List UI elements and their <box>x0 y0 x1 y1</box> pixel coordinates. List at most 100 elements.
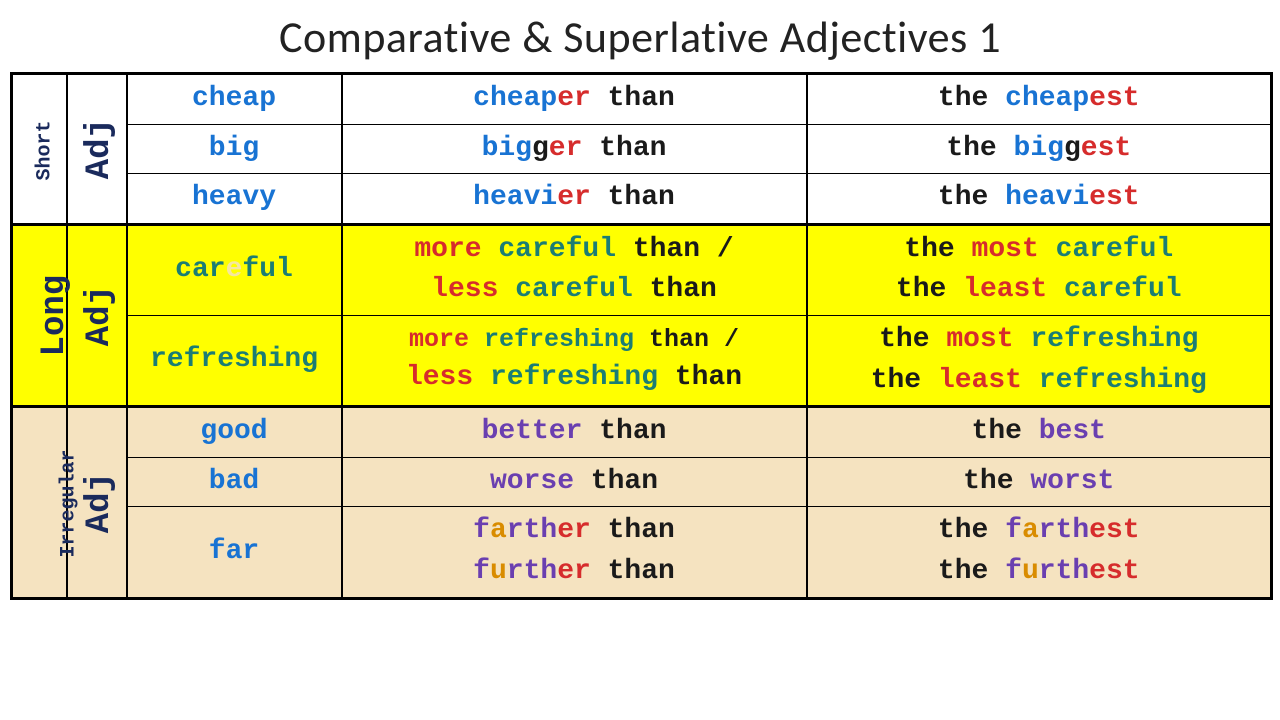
t: f <box>1005 515 1022 546</box>
t: car <box>175 254 225 285</box>
t: big <box>1014 133 1064 164</box>
t: big <box>209 133 259 164</box>
t: heavi <box>1005 182 1089 213</box>
t: than <box>574 466 658 497</box>
section-label-irregular: Irregular <box>12 407 67 598</box>
t: the <box>938 83 1005 114</box>
t: heavi <box>473 182 557 213</box>
t: est <box>1089 556 1139 587</box>
t: rth <box>1039 515 1089 546</box>
row-bad-comp: worse than <box>342 457 807 507</box>
t: er <box>557 515 591 546</box>
row-far-sup: the farthest the furthest <box>807 507 1272 598</box>
vlabel-adj-2: Adj <box>75 285 124 346</box>
section-label-adj-3: Adj <box>67 407 127 598</box>
t: the <box>871 365 921 396</box>
t: rth <box>507 556 557 587</box>
t: best <box>1039 416 1106 447</box>
t: er <box>557 182 591 213</box>
row-refreshing-comp: more refreshing than / less refreshing t… <box>342 315 807 406</box>
t: than <box>582 416 666 447</box>
t: than <box>582 133 666 164</box>
t: g <box>532 133 549 164</box>
t: than <box>650 274 717 305</box>
vlabel-adj-3: Adj <box>75 472 124 533</box>
t: careful <box>1056 234 1174 265</box>
t: heavy <box>192 182 276 213</box>
t: u <box>490 556 507 587</box>
t: a <box>490 515 507 546</box>
section-label-adj-1: Adj <box>67 74 127 225</box>
t: refreshing <box>490 362 658 393</box>
t: the <box>938 182 1005 213</box>
t: worst <box>1030 466 1114 497</box>
row-heavy-comp: heavier than <box>342 174 807 225</box>
row-far-base: far <box>127 507 342 598</box>
section-label-short: Short <box>12 74 67 225</box>
t: far <box>209 536 259 567</box>
page-title: Comparative & Superlative Adjectives 1 <box>0 0 1280 72</box>
t: than <box>591 182 675 213</box>
t: est <box>1081 133 1131 164</box>
t: the <box>904 234 954 265</box>
t: est <box>1089 83 1139 114</box>
t: good <box>200 416 267 447</box>
t: the <box>896 274 946 305</box>
row-careful-base: careful <box>127 224 342 315</box>
t: than <box>591 556 675 587</box>
t: more <box>409 325 469 354</box>
t: less <box>431 274 498 305</box>
t: est <box>1089 515 1139 546</box>
t: the <box>879 324 929 355</box>
t: most <box>972 234 1039 265</box>
t: cheap <box>1005 83 1089 114</box>
t: the <box>946 133 1013 164</box>
t: the <box>972 416 1039 447</box>
vlabel-adj-1: Adj <box>75 118 124 179</box>
t: a <box>1022 515 1039 546</box>
row-careful-comp: more careful than / less careful than <box>342 224 807 315</box>
t: / <box>700 234 734 265</box>
t: ful <box>242 254 292 285</box>
t: f <box>1005 556 1022 587</box>
t: refreshing <box>1030 324 1198 355</box>
row-refreshing-sup: the most refreshing the least refreshing <box>807 315 1272 406</box>
row-careful-sup: the most careful the least careful <box>807 224 1272 315</box>
row-cheap-sup: the cheapest <box>807 74 1272 125</box>
row-cheap-base: cheap <box>127 74 342 125</box>
t: than <box>591 83 675 114</box>
t: er <box>549 133 583 164</box>
row-good-sup: the best <box>807 407 1272 458</box>
t: rth <box>1039 556 1089 587</box>
row-big-base: big <box>127 124 342 174</box>
row-good-comp: better than <box>342 407 807 458</box>
t: cheap <box>473 83 557 114</box>
row-big-sup: the biggest <box>807 124 1272 174</box>
t: less <box>406 362 473 393</box>
row-bad-base: bad <box>127 457 342 507</box>
t: the <box>938 556 1005 587</box>
t: least <box>938 365 1022 396</box>
t: big <box>482 133 532 164</box>
row-far-comp: farther than further than <box>342 507 807 598</box>
adjectives-table: Short Adj cheap cheaper than the cheapes… <box>10 72 1273 600</box>
row-heavy-sup: the heaviest <box>807 174 1272 225</box>
t: than <box>649 325 709 354</box>
t: e <box>226 254 243 285</box>
t: careful <box>1064 274 1182 305</box>
t: better <box>482 416 583 447</box>
section-label-long: Long <box>12 224 67 406</box>
t: the <box>963 466 1030 497</box>
t: u <box>1022 556 1039 587</box>
vlabel-short: Short <box>31 120 60 180</box>
t: worse <box>490 466 574 497</box>
vlabel-long: Long <box>31 275 80 357</box>
t: most <box>946 324 1013 355</box>
t: careful <box>515 274 633 305</box>
t: refreshing <box>1039 365 1207 396</box>
t: er <box>557 556 591 587</box>
section-label-adj-2: Adj <box>67 224 127 406</box>
t: refreshing <box>150 344 318 375</box>
t: the <box>938 515 1005 546</box>
t: f <box>473 515 490 546</box>
